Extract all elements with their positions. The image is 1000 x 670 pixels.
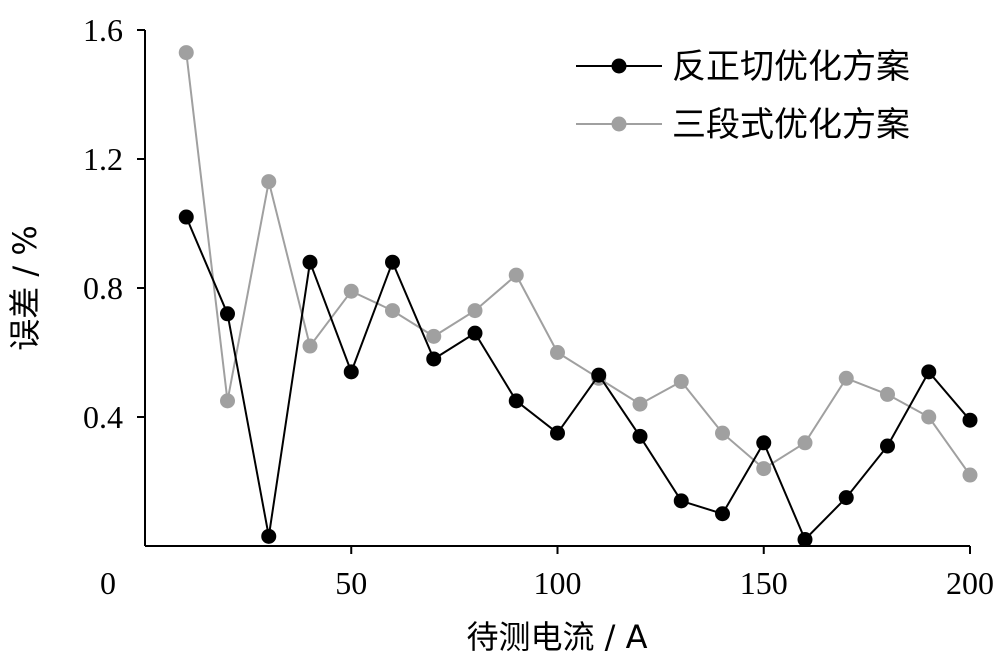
data-point bbox=[426, 328, 442, 344]
data-point bbox=[385, 254, 400, 270]
data-point bbox=[508, 393, 524, 409]
data-point bbox=[797, 532, 813, 548]
data-point bbox=[261, 174, 277, 190]
series-layer bbox=[178, 45, 978, 548]
data-point bbox=[715, 425, 730, 441]
data-point bbox=[632, 396, 648, 412]
y-tick-label: 1.6 bbox=[83, 12, 123, 48]
data-point bbox=[178, 45, 194, 61]
y-tick-label: 1.2 bbox=[83, 141, 123, 177]
series-1 bbox=[178, 209, 978, 548]
data-point bbox=[550, 425, 565, 441]
legend-label: 三段式优化方案 bbox=[672, 105, 910, 145]
data-point bbox=[302, 254, 318, 270]
series-line bbox=[185, 216, 971, 542]
data-point bbox=[838, 370, 854, 386]
data-point bbox=[921, 409, 937, 425]
data-point bbox=[302, 338, 318, 354]
data-point bbox=[467, 325, 483, 341]
data-point bbox=[797, 435, 813, 451]
series-2 bbox=[178, 45, 978, 483]
x-tick-label: 50 bbox=[335, 565, 367, 601]
data-point bbox=[880, 386, 895, 402]
legend-item: 三段式优化方案 bbox=[576, 105, 910, 145]
x-tick-label: 100 bbox=[534, 565, 582, 601]
data-point bbox=[962, 412, 978, 428]
data-point bbox=[220, 306, 235, 322]
data-point bbox=[632, 428, 648, 444]
data-point bbox=[385, 303, 400, 319]
y-tick-label: 0.8 bbox=[83, 270, 123, 306]
legend-marker bbox=[611, 58, 627, 74]
series-line bbox=[185, 52, 971, 476]
x-tick-label: 200 bbox=[946, 565, 994, 601]
legend-item: 反正切优化方案 bbox=[576, 47, 910, 87]
data-point bbox=[426, 351, 442, 367]
y-tick-label: 0.4 bbox=[83, 399, 123, 435]
data-point bbox=[343, 364, 359, 380]
data-point bbox=[261, 528, 277, 544]
x-tick-label: 150 bbox=[740, 565, 788, 601]
x-tick-label: 0 bbox=[100, 565, 116, 601]
axes: 0.4 0.8 1.2 1.6 0 50 100 150 200 bbox=[83, 12, 994, 601]
data-point bbox=[508, 267, 524, 283]
data-point bbox=[962, 467, 978, 483]
data-point bbox=[220, 393, 235, 409]
data-point bbox=[756, 435, 772, 451]
data-point bbox=[673, 374, 689, 390]
x-axis-title: 待测电流 / A bbox=[466, 618, 647, 656]
data-point bbox=[715, 506, 730, 522]
data-point bbox=[591, 367, 607, 383]
data-point bbox=[756, 461, 772, 477]
data-point bbox=[467, 303, 483, 319]
data-point bbox=[343, 283, 359, 299]
data-point bbox=[838, 490, 854, 506]
data-point bbox=[673, 493, 689, 509]
data-point bbox=[178, 209, 194, 225]
y-axis-title: 误差 / % bbox=[6, 225, 44, 351]
data-point bbox=[880, 438, 895, 454]
data-point bbox=[921, 364, 937, 380]
legend-label: 反正切优化方案 bbox=[672, 47, 910, 87]
data-point bbox=[550, 345, 565, 360]
legend-marker bbox=[611, 116, 627, 132]
